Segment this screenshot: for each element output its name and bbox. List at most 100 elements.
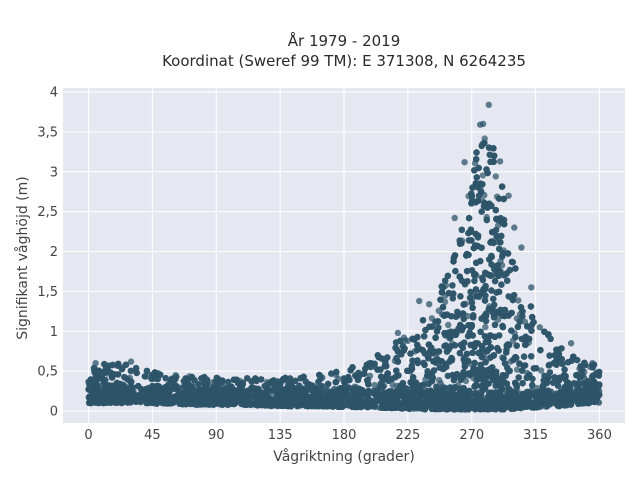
data-point	[515, 297, 522, 304]
data-point	[523, 374, 530, 381]
data-point	[496, 245, 503, 253]
data-point	[414, 333, 421, 341]
data-point	[438, 289, 446, 296]
data-point	[506, 367, 513, 375]
data-point	[500, 355, 507, 362]
data-point	[490, 295, 497, 303]
data-point	[435, 307, 442, 314]
data-point	[527, 303, 535, 310]
data-point	[468, 299, 476, 306]
data-point	[443, 363, 450, 370]
data-point	[497, 239, 504, 246]
data-point	[498, 281, 505, 288]
data-point	[482, 323, 489, 331]
data-point	[483, 216, 490, 224]
data-point	[442, 277, 449, 284]
data-point	[474, 373, 481, 381]
data-point	[127, 367, 135, 375]
data-point	[471, 167, 478, 174]
data-point	[225, 378, 232, 386]
data-point	[521, 362, 529, 369]
data-point	[460, 301, 467, 308]
data-point	[481, 297, 489, 304]
data-point	[428, 378, 436, 385]
data-point	[414, 359, 422, 367]
data-point	[561, 366, 568, 373]
data-point	[449, 371, 456, 379]
data-point	[452, 267, 459, 275]
data-point	[492, 173, 499, 180]
data-point	[397, 382, 404, 389]
data-point	[499, 322, 506, 330]
grid-lines	[63, 88, 625, 423]
data-point	[340, 375, 348, 382]
data-point	[450, 290, 457, 297]
data-point	[401, 345, 408, 352]
data-point	[419, 317, 427, 324]
data-point	[589, 372, 596, 380]
data-point	[199, 375, 206, 382]
data-point	[519, 313, 526, 320]
data-point	[479, 274, 486, 281]
data-point	[414, 346, 421, 354]
data-point	[468, 200, 475, 207]
data-point	[554, 382, 562, 389]
data-point	[460, 315, 467, 323]
data-point	[421, 333, 428, 340]
data-point	[218, 379, 225, 386]
data-point	[501, 306, 509, 314]
data-point	[474, 197, 482, 204]
data-point	[490, 314, 498, 321]
data-point	[478, 208, 485, 215]
data-point	[443, 311, 451, 318]
data-point	[473, 149, 480, 156]
data-point	[449, 295, 456, 302]
data-point	[488, 261, 495, 268]
data-point	[409, 335, 416, 342]
data-point	[463, 267, 471, 275]
data-point	[519, 380, 526, 387]
data-point	[265, 380, 272, 388]
data-point	[467, 228, 474, 235]
data-point	[528, 353, 535, 360]
data-point	[490, 145, 497, 152]
data-point	[549, 379, 557, 386]
data-point	[362, 365, 369, 373]
data-point	[189, 374, 196, 382]
data-point	[473, 180, 480, 187]
data-point	[546, 352, 553, 359]
data-point	[520, 353, 528, 360]
data-point	[530, 365, 538, 372]
data-point	[499, 253, 506, 260]
data-point	[450, 376, 458, 384]
data-point	[576, 374, 583, 381]
data-point	[449, 282, 456, 289]
data-point	[462, 377, 470, 385]
data-point	[516, 360, 523, 367]
data-point	[162, 375, 169, 382]
data-point	[482, 359, 489, 366]
data-point	[469, 332, 476, 339]
data-point	[420, 359, 427, 367]
data-point	[393, 367, 400, 374]
data-point	[479, 366, 487, 374]
data-point	[143, 367, 151, 375]
data-point	[473, 382, 480, 389]
data-point	[510, 292, 518, 299]
data-point	[115, 360, 122, 368]
data-point	[471, 359, 478, 367]
data-point	[460, 310, 467, 318]
data-point	[545, 374, 552, 381]
data-point	[471, 271, 479, 278]
data-point	[132, 364, 140, 372]
data-point	[468, 190, 475, 197]
data-point	[504, 277, 511, 284]
data-point	[512, 333, 519, 341]
data-point	[437, 358, 445, 365]
data-point	[333, 368, 340, 376]
data-point	[409, 357, 416, 364]
data-point	[458, 226, 465, 233]
data-point	[498, 232, 505, 240]
data-point	[471, 277, 478, 284]
